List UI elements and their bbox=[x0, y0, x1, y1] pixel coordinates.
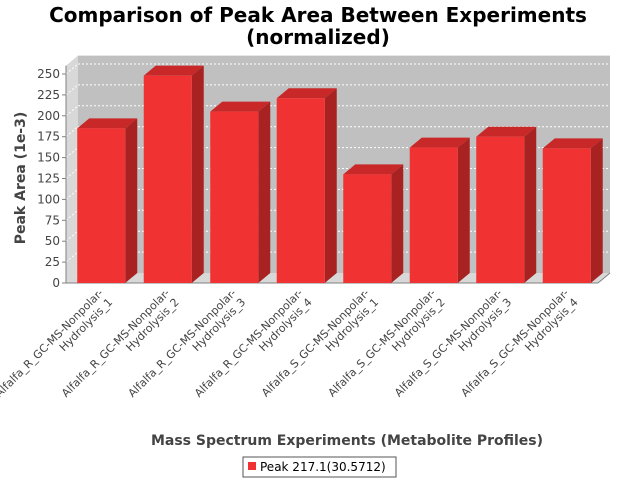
plot-left-wall bbox=[66, 55, 78, 283]
bar-front-face bbox=[77, 128, 126, 283]
bar[interactable] bbox=[210, 101, 271, 284]
bar[interactable] bbox=[143, 65, 204, 283]
bar-side-face bbox=[524, 126, 537, 283]
bar-front-face bbox=[343, 174, 392, 283]
y-tick-label: 150 bbox=[37, 151, 60, 165]
bar-top-face bbox=[77, 118, 138, 129]
bar-front-face bbox=[210, 111, 259, 284]
bar-top-face bbox=[343, 164, 404, 175]
bar[interactable] bbox=[542, 138, 603, 283]
y-tick-label: 0 bbox=[52, 276, 60, 290]
bar-side-face bbox=[125, 118, 138, 283]
bar[interactable] bbox=[276, 88, 337, 283]
y-tick-label: 75 bbox=[45, 213, 60, 227]
bar-side-face bbox=[391, 164, 404, 283]
bar-front-face bbox=[476, 136, 525, 283]
plot-floor bbox=[66, 273, 610, 283]
x-axis-label: Mass Spectrum Experiments (Metabolite Pr… bbox=[151, 433, 543, 449]
bar-side-face bbox=[324, 88, 337, 283]
gridline-side bbox=[65, 84, 79, 96]
x-category-label: Alfalfa_R_GC-MS-Nonpolar-Hydrolysis_1 bbox=[0, 286, 115, 399]
bar[interactable] bbox=[343, 164, 404, 283]
bar-side-face bbox=[258, 101, 271, 284]
bar-top-face bbox=[143, 65, 204, 76]
bar[interactable] bbox=[77, 118, 138, 283]
gridline-side bbox=[65, 126, 79, 138]
gridline-side bbox=[65, 63, 79, 75]
bar-top-face bbox=[210, 101, 271, 112]
bar-front-face bbox=[409, 147, 458, 283]
bar[interactable] bbox=[409, 137, 470, 283]
y-tick-label: 250 bbox=[37, 67, 60, 81]
y-tick-labels: 0 25 50 75 100 125 150 175 200 225 250 bbox=[37, 67, 66, 290]
y-tick-label: 100 bbox=[37, 192, 60, 206]
bar-front-face bbox=[143, 75, 192, 283]
bar-front-face bbox=[542, 148, 591, 283]
y-tick-label: 225 bbox=[37, 88, 60, 102]
bar-front-face bbox=[276, 98, 325, 283]
gridline-side bbox=[65, 168, 79, 179]
y-tick-label: 25 bbox=[45, 255, 60, 269]
bar-top-face bbox=[276, 88, 337, 99]
legend-label: Peak 217.1(30.5712) bbox=[260, 460, 386, 474]
gridline-side bbox=[65, 189, 79, 200]
y-tick-label: 200 bbox=[37, 109, 60, 123]
gridline-side bbox=[65, 209, 79, 221]
y-tick-label: 125 bbox=[37, 172, 60, 186]
gridline-side bbox=[65, 105, 79, 117]
bar-top-face bbox=[409, 137, 470, 148]
bar-top-face bbox=[476, 126, 537, 137]
gridline-side bbox=[65, 251, 79, 263]
legend: Peak 217.1(30.5712) bbox=[242, 456, 397, 478]
y-axis-label: Peak Area (1e-3) bbox=[13, 112, 29, 245]
gridline-side bbox=[65, 147, 79, 158]
x-category-labels: Alfalfa_R_GC-MS-Nonpolar-Hydrolysis_1Alf… bbox=[0, 286, 581, 399]
bar[interactable] bbox=[476, 126, 537, 283]
y-tick-label: 175 bbox=[37, 130, 60, 144]
chart-title: Comparison of Peak Area Between Experime… bbox=[49, 3, 587, 49]
legend-swatch bbox=[248, 462, 256, 470]
chart-title-line-2: (normalized) bbox=[246, 25, 390, 49]
gridline-side bbox=[65, 230, 79, 242]
bar-side-face bbox=[590, 138, 603, 283]
bar-side-face bbox=[457, 137, 470, 283]
y-tick-label: 50 bbox=[45, 234, 60, 248]
bar-top-face bbox=[542, 138, 603, 149]
x-axis-line-depth bbox=[597, 272, 611, 284]
legend-box bbox=[242, 456, 397, 478]
bar-side-face bbox=[191, 65, 204, 283]
x-category-label-line: Alfalfa_R_GC-MS-Nonpolar- bbox=[0, 286, 106, 399]
bars bbox=[77, 65, 603, 284]
chart-title-line-1: Comparison of Peak Area Between Experime… bbox=[49, 3, 587, 27]
